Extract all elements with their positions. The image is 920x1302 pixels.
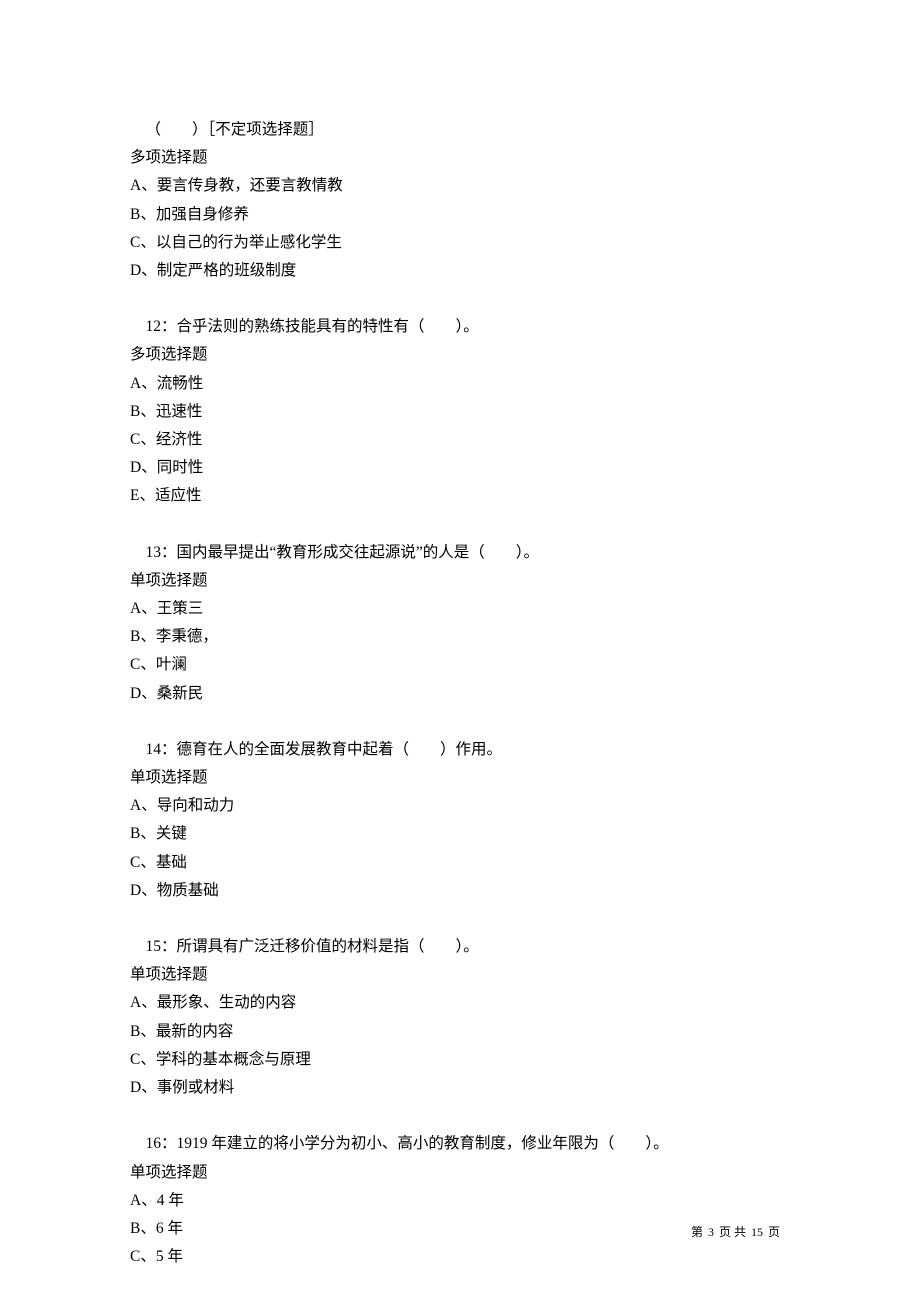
- question-15-option-b: B、最新的内容: [130, 1018, 790, 1046]
- question-14-option-c: C、基础: [130, 849, 790, 877]
- question-11-option-a: A、要言传身教，还要言教情教: [130, 172, 790, 200]
- question-13-option-c: C、叶澜: [130, 651, 790, 679]
- question-15-option-d: D、事例或材料: [130, 1074, 790, 1102]
- question-12-type: 多项选择题: [130, 341, 790, 369]
- footer-total-pages: 15: [751, 1225, 763, 1239]
- question-12-option-e: E、适应性: [130, 482, 790, 510]
- question-16-option-a: A、4 年: [130, 1187, 790, 1215]
- question-11-option-c: C、以自己的行为举止感化学生: [130, 229, 790, 257]
- question-14-option-d: D、物质基础: [130, 877, 790, 905]
- question-15-lead: 15：所谓具有广泛迁移价值的材料是指（ ）。: [130, 933, 790, 961]
- question-13-option-d: D、桑新民: [130, 680, 790, 708]
- spacer: [130, 285, 790, 313]
- spacer: [130, 905, 790, 933]
- question-12-option-c: C、经济性: [130, 426, 790, 454]
- spacer: [130, 708, 790, 736]
- question-15-type: 单项选择题: [130, 961, 790, 989]
- question-12: 12：合乎法则的熟练技能具有的特性有（ ）。 多项选择题 A、流畅性 B、迅速性…: [130, 313, 790, 510]
- question-11-option-d: D、制定严格的班级制度: [130, 257, 790, 285]
- question-14-type: 单项选择题: [130, 764, 790, 792]
- question-16-type: 单项选择题: [130, 1159, 790, 1187]
- question-13: 13：国内最早提出“教育形成交往起源说”的人是（ ）。 单项选择题 A、王策三 …: [130, 539, 790, 708]
- question-14: 14：德育在人的全面发展教育中起着（ ）作用。 单项选择题 A、导向和动力 B、…: [130, 736, 790, 905]
- question-14-option-b: B、关键: [130, 820, 790, 848]
- question-16-option-c: C、5 年: [130, 1243, 790, 1271]
- question-13-option-a: A、王策三: [130, 595, 790, 623]
- question-13-type: 单项选择题: [130, 567, 790, 595]
- question-11: （ ）［不定项选择题］ 多项选择题 A、要言传身教，还要言教情教 B、加强自身修…: [130, 116, 790, 285]
- footer-mid: 页 共: [719, 1225, 746, 1239]
- question-15-option-c: C、学科的基本概念与原理: [130, 1046, 790, 1074]
- question-12-lead: 12：合乎法则的熟练技能具有的特性有（ ）。: [130, 313, 790, 341]
- question-13-option-b: B、李秉德，: [130, 623, 790, 651]
- question-11-option-b: B、加强自身修养: [130, 201, 790, 229]
- question-12-option-a: A、流畅性: [130, 370, 790, 398]
- question-14-lead: 14：德育在人的全面发展教育中起着（ ）作用。: [130, 736, 790, 764]
- question-12-option-b: B、迅速性: [130, 398, 790, 426]
- footer-suffix: 页: [768, 1225, 780, 1239]
- question-15: 15：所谓具有广泛迁移价值的材料是指（ ）。 单项选择题 A、最形象、生动的内容…: [130, 933, 790, 1102]
- spacer: [130, 1102, 790, 1130]
- footer-current-page: 3: [708, 1225, 714, 1239]
- footer-prefix: 第: [691, 1225, 703, 1239]
- page-footer: 第 3 页 共 15 页: [691, 1222, 780, 1244]
- question-11-type: 多项选择题: [130, 144, 790, 172]
- question-12-option-d: D、同时性: [130, 454, 790, 482]
- question-16: 16：1919 年建立的将小学分为初小、高小的教育制度，修业年限为（ ）。 单项…: [130, 1130, 790, 1271]
- question-13-lead: 13：国内最早提出“教育形成交往起源说”的人是（ ）。: [130, 539, 790, 567]
- question-16-lead: 16：1919 年建立的将小学分为初小、高小的教育制度，修业年限为（ ）。: [130, 1130, 790, 1158]
- question-14-option-a: A、导向和动力: [130, 792, 790, 820]
- question-15-option-a: A、最形象、生动的内容: [130, 989, 790, 1017]
- question-11-lead: （ ）［不定项选择题］: [130, 116, 790, 144]
- page-container: （ ）［不定项选择题］ 多项选择题 A、要言传身教，还要言教情教 B、加强自身修…: [0, 0, 920, 1302]
- spacer: [130, 511, 790, 539]
